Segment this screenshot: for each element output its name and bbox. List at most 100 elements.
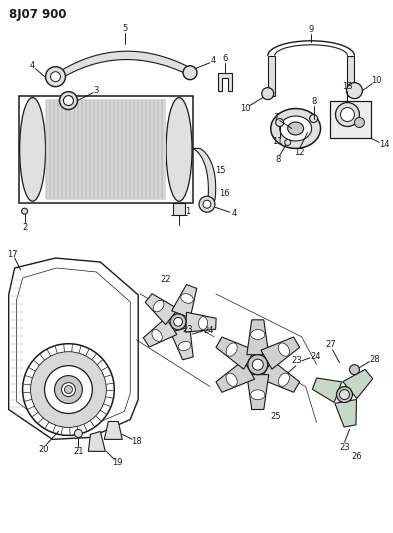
Circle shape — [23, 344, 114, 435]
Circle shape — [349, 365, 360, 375]
Text: 20: 20 — [38, 445, 49, 454]
Polygon shape — [17, 268, 130, 430]
Text: 17: 17 — [7, 249, 18, 259]
Text: 14: 14 — [379, 140, 389, 149]
Text: 8: 8 — [311, 97, 316, 106]
Circle shape — [276, 118, 284, 126]
Circle shape — [310, 115, 318, 123]
Text: 8J07 900: 8J07 900 — [9, 9, 66, 21]
Ellipse shape — [251, 390, 265, 400]
Polygon shape — [104, 422, 122, 439]
Circle shape — [170, 314, 186, 330]
Text: 15: 15 — [215, 166, 225, 175]
Bar — [46, 99, 166, 200]
Text: 11: 11 — [272, 137, 283, 146]
Circle shape — [340, 108, 354, 122]
Text: 23: 23 — [292, 356, 302, 365]
Circle shape — [340, 390, 349, 400]
Circle shape — [336, 386, 353, 402]
Ellipse shape — [178, 341, 191, 351]
Text: 2: 2 — [22, 223, 27, 232]
Circle shape — [341, 391, 348, 398]
Polygon shape — [247, 375, 269, 409]
Ellipse shape — [181, 294, 193, 303]
Circle shape — [55, 376, 83, 403]
Text: 24: 24 — [310, 352, 321, 361]
Circle shape — [61, 383, 75, 397]
Text: 28: 28 — [369, 355, 380, 364]
Text: 23: 23 — [182, 325, 193, 334]
Polygon shape — [57, 51, 192, 80]
Text: 12: 12 — [294, 148, 305, 157]
Text: 13: 13 — [342, 82, 353, 91]
Polygon shape — [171, 327, 193, 360]
Text: 21: 21 — [73, 447, 84, 456]
Bar — [173, 203, 185, 215]
Ellipse shape — [280, 116, 312, 141]
Ellipse shape — [153, 300, 164, 312]
Circle shape — [174, 318, 182, 326]
Text: 9: 9 — [309, 26, 314, 34]
Circle shape — [203, 200, 211, 208]
Text: 1: 1 — [185, 207, 191, 216]
Polygon shape — [335, 400, 356, 427]
Bar — [329, 101, 371, 139]
Circle shape — [336, 102, 360, 126]
Circle shape — [74, 430, 83, 438]
Ellipse shape — [271, 109, 321, 148]
Polygon shape — [247, 320, 269, 354]
Circle shape — [51, 72, 61, 82]
Text: 27: 27 — [325, 340, 336, 349]
Polygon shape — [88, 431, 105, 451]
Circle shape — [22, 208, 28, 214]
Text: 25: 25 — [270, 412, 281, 421]
Ellipse shape — [251, 329, 265, 340]
Circle shape — [354, 118, 364, 127]
Text: 4: 4 — [210, 56, 216, 65]
Text: 7: 7 — [273, 113, 278, 122]
Polygon shape — [9, 258, 138, 439]
Circle shape — [183, 66, 197, 79]
Polygon shape — [145, 294, 178, 325]
Text: 6: 6 — [222, 54, 228, 63]
Ellipse shape — [278, 343, 290, 356]
Bar — [18, 95, 193, 203]
Ellipse shape — [278, 373, 290, 386]
Circle shape — [59, 92, 77, 110]
Polygon shape — [312, 378, 342, 402]
Circle shape — [338, 387, 351, 401]
Polygon shape — [218, 72, 232, 91]
Circle shape — [64, 385, 72, 393]
Text: 8: 8 — [275, 155, 280, 164]
Circle shape — [347, 83, 362, 99]
Ellipse shape — [226, 373, 237, 386]
Circle shape — [44, 366, 92, 414]
Polygon shape — [343, 369, 373, 399]
Circle shape — [285, 140, 291, 146]
Ellipse shape — [166, 98, 192, 201]
Text: 10: 10 — [371, 76, 382, 85]
Polygon shape — [172, 285, 197, 318]
Circle shape — [70, 345, 75, 350]
Ellipse shape — [288, 122, 304, 135]
Text: 4: 4 — [30, 61, 35, 70]
Text: 23: 23 — [339, 443, 350, 452]
Polygon shape — [185, 312, 216, 332]
Text: 10: 10 — [241, 104, 251, 113]
Bar — [268, 56, 275, 95]
Text: 5: 5 — [123, 25, 128, 34]
Ellipse shape — [152, 329, 162, 341]
Circle shape — [31, 352, 107, 427]
Text: 26: 26 — [351, 452, 362, 461]
Polygon shape — [216, 360, 255, 392]
Text: 16: 16 — [220, 189, 230, 198]
Text: 4: 4 — [231, 209, 237, 217]
Ellipse shape — [226, 343, 237, 356]
Polygon shape — [216, 337, 255, 369]
Circle shape — [248, 354, 268, 375]
Circle shape — [252, 359, 263, 370]
Ellipse shape — [198, 317, 208, 329]
Text: 18: 18 — [131, 437, 141, 446]
Text: 22: 22 — [161, 276, 171, 285]
Ellipse shape — [20, 98, 46, 201]
